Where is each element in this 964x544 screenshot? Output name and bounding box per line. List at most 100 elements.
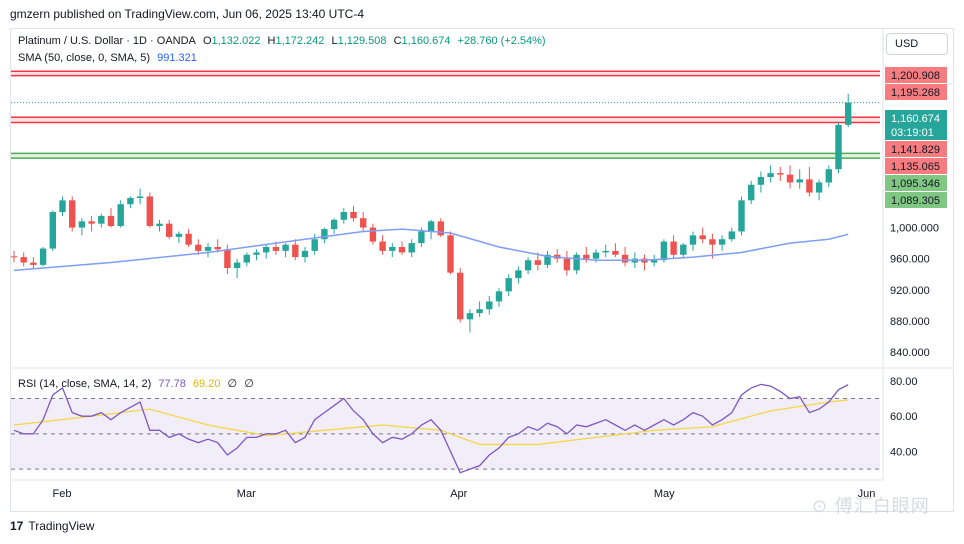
candle-body: [243, 254, 250, 263]
rsi-extra-1: ∅: [227, 378, 238, 390]
tradingview-brand[interactable]: 17 TradingView: [10, 516, 94, 536]
candle-body: [437, 221, 444, 236]
level-label: 1,195.268: [891, 87, 940, 99]
candle: [98, 213, 105, 228]
candle: [350, 205, 357, 222]
candle: [641, 254, 648, 271]
candle-body: [20, 257, 27, 263]
price-tick-label: 920.000: [890, 285, 930, 297]
level-label: 1,135.065: [891, 161, 940, 173]
last-price-label-bg: [885, 110, 947, 140]
candle: [738, 196, 745, 236]
candle: [786, 165, 794, 189]
candle-body: [408, 243, 415, 253]
candle: [166, 219, 173, 240]
candle-body: [689, 235, 697, 245]
candle: [777, 166, 784, 181]
rsi-ma-value: 69.20: [192, 378, 221, 390]
rsi-label: RSI (14, close, SMA, 14, 2): [18, 378, 152, 390]
candle-body: [39, 248, 47, 265]
candle: [340, 208, 347, 224]
candle-body: [127, 198, 134, 205]
candle: [457, 268, 464, 323]
chart-frame[interactable]: [10, 28, 954, 512]
low-label: L1,129.508: [331, 35, 387, 47]
candle-body: [709, 239, 716, 245]
candle: [670, 235, 677, 259]
candle: [427, 219, 435, 240]
candle: [379, 235, 386, 255]
candle-body: [748, 184, 755, 201]
candle-body: [398, 247, 406, 253]
level-label-bg: [885, 84, 947, 100]
change-label: +28.760 (+2.54%): [457, 35, 546, 47]
rsi-tick-label: 40.00: [890, 447, 918, 459]
candle-body: [117, 204, 124, 226]
candle-body: [350, 212, 357, 219]
currency-button[interactable]: USD: [886, 33, 948, 55]
price-tick-label: 880.000: [890, 316, 930, 328]
candle: [534, 252, 541, 271]
candle: [524, 257, 532, 275]
candle: [515, 266, 522, 284]
rsi-legend[interactable]: RSI (14, close, SMA, 14, 2) 77.78 69.20 …: [18, 377, 258, 390]
candle: [447, 231, 454, 275]
candle: [602, 244, 609, 258]
candle: [175, 231, 183, 244]
candle: [282, 243, 289, 258]
candle-body: [718, 239, 726, 245]
candle: [389, 243, 396, 258]
candle: [825, 165, 832, 188]
level-zone: [11, 153, 880, 159]
candle-body: [534, 260, 541, 265]
candle-body: [602, 250, 609, 253]
level-zone: [11, 117, 880, 123]
candle-body: [98, 215, 105, 224]
rsi-tick-label: 60.00: [890, 411, 918, 423]
rsi-value: 77.78: [158, 378, 186, 390]
candle: [767, 165, 774, 183]
candle-body: [282, 244, 289, 251]
sma-legend[interactable]: SMA (50, close, 0, SMA, 5) 991.321: [18, 52, 201, 64]
candle: [30, 257, 37, 268]
candle: [214, 239, 221, 253]
candle-body: [515, 270, 522, 279]
symbol-label[interactable]: Platinum / U.S. Dollar · 1D · OANDA: [18, 35, 196, 47]
candle-body: [136, 196, 144, 198]
candle: [408, 239, 415, 258]
candle: [156, 219, 163, 232]
candle: [10, 250, 18, 263]
candle: [689, 231, 697, 251]
candle-body: [340, 212, 347, 220]
candle-body: [272, 247, 280, 251]
candle: [845, 93, 852, 128]
candle: [195, 239, 202, 255]
candle-body: [263, 247, 270, 253]
time-axis-label: Apr: [450, 488, 467, 500]
candle-body: [185, 233, 192, 245]
candle-body: [427, 221, 435, 232]
candle: [748, 180, 755, 205]
candle: [621, 247, 629, 267]
candle-body: [78, 221, 86, 228]
candle: [806, 166, 813, 197]
candle: [476, 301, 483, 317]
candle: [699, 227, 706, 244]
candle: [757, 171, 765, 193]
candle: [554, 249, 561, 263]
candle-body: [175, 233, 183, 237]
candle-body: [330, 219, 338, 230]
candle-body: [815, 182, 823, 193]
candle-body: [69, 200, 76, 228]
sma-line: [13, 228, 849, 272]
candle-body: [699, 235, 706, 240]
candle-body: [457, 272, 464, 320]
candle-body: [796, 179, 803, 183]
candle: [505, 274, 512, 296]
rsi-line: [13, 383, 849, 474]
rsi-tick-label: 80.00: [890, 376, 918, 388]
candle-body: [757, 177, 765, 185]
candle-body: [88, 221, 95, 224]
level-label-bg: [885, 141, 947, 157]
